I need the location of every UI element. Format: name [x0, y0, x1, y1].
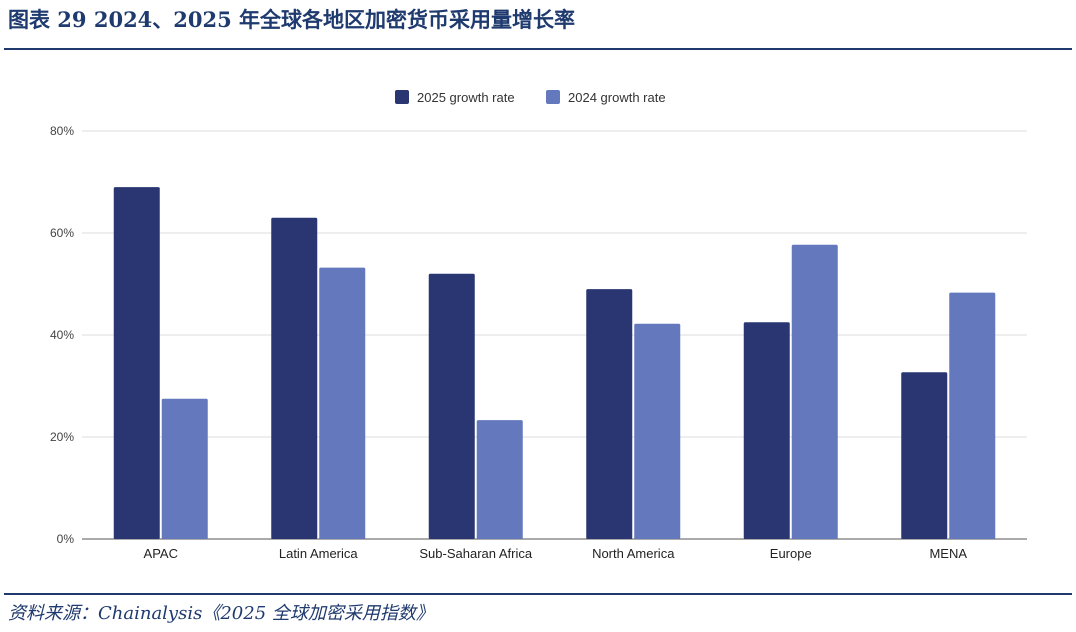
gridlines	[82, 130, 1027, 540]
x-category-label: Europe	[770, 546, 812, 561]
bar-series-2	[319, 267, 366, 539]
y-tick-label: 20%	[50, 430, 74, 444]
title-divider	[4, 48, 1072, 50]
legend: 2025 growth rate 2024 growth rate	[395, 90, 666, 105]
x-category-label: Sub-Saharan Africa	[419, 546, 533, 561]
bars	[113, 187, 996, 540]
bar-series-2	[949, 292, 996, 539]
bar-series-2	[476, 420, 523, 539]
x-category-label: APAC	[144, 546, 178, 561]
x-category-label: Latin America	[279, 546, 359, 561]
bar-series-1	[113, 187, 160, 539]
bar-series-1	[901, 372, 948, 539]
y-tick-label: 60%	[50, 226, 74, 240]
bar-series-1	[586, 289, 633, 539]
y-tick-label: 0%	[57, 532, 75, 546]
bar-series-1	[428, 273, 475, 539]
y-tick-label: 80%	[50, 124, 74, 138]
source-divider	[4, 593, 1072, 595]
x-axis-category-labels: APAC Latin America Sub-Saharan Africa North…	[144, 546, 968, 561]
figure-title: 图表 29 2024、2025 年全球各地区加密货币采用量增长率	[8, 7, 576, 32]
legend-label: 2025 growth rate	[417, 90, 515, 105]
bar-chart: 0% 20% 40% 60% 80% APAC Latin America Sub-Saha…	[50, 90, 1027, 561]
legend-label: 2024 growth rate	[568, 90, 666, 105]
source-note: 资料来源：Chainalysis《2025 全球加密采用指数》	[8, 603, 434, 624]
legend-swatch	[546, 90, 560, 104]
y-axis-tick-labels: 0% 20% 40% 60% 80%	[50, 124, 74, 546]
x-category-label: MENA	[929, 546, 967, 561]
x-category-label: North America	[592, 546, 675, 561]
legend-swatch	[395, 90, 409, 104]
bar-series-2	[634, 323, 681, 539]
y-tick-label: 40%	[50, 328, 74, 342]
bar-series-2	[161, 398, 208, 539]
bar-series-2	[791, 244, 838, 540]
bar-series-1	[743, 322, 790, 539]
bar-series-1	[271, 217, 318, 539]
